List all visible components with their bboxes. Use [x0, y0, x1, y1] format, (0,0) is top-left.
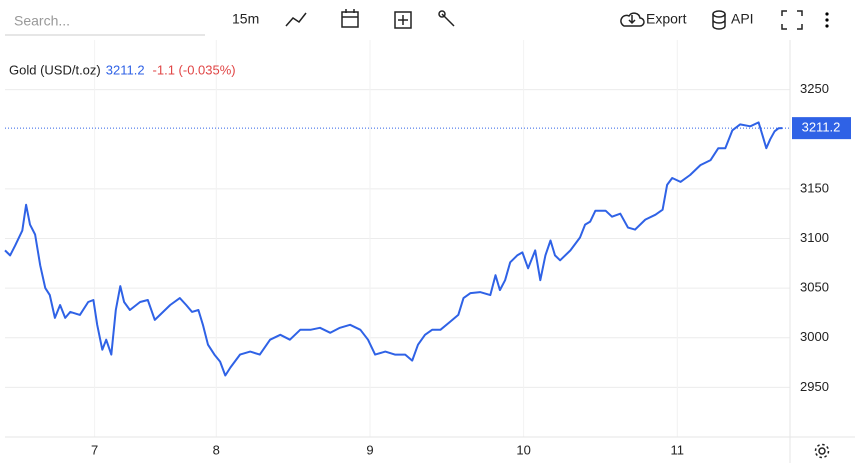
y-tick-label: 2950 — [800, 379, 829, 394]
x-tick-label: 9 — [366, 442, 373, 457]
last-price-tag — [792, 117, 851, 140]
api-button[interactable]: API — [731, 11, 754, 27]
export-button[interactable]: Export — [646, 11, 687, 27]
last-price-label: 3211.2 — [802, 120, 841, 135]
export-icon[interactable] — [620, 12, 645, 27]
legend-change: -1.1 (-0.035%) — [153, 62, 236, 77]
gear-icon[interactable] — [814, 443, 830, 459]
x-tick-label: 7 — [91, 442, 98, 457]
x-tick-label: 11 — [671, 442, 685, 457]
settings-tool-icon[interactable] — [438, 10, 455, 27]
api-icon[interactable] — [712, 10, 726, 30]
legend-name: Gold (USD/t.oz) — [9, 62, 101, 77]
y-tick-label: 3100 — [800, 230, 829, 245]
price-line — [4, 121, 783, 377]
calendar-icon[interactable] — [341, 9, 359, 28]
chart-type-icon[interactable] — [285, 12, 307, 27]
x-tick-label: 8 — [213, 442, 220, 457]
x-tick-label: 10 — [516, 442, 530, 457]
add-icon[interactable] — [394, 11, 412, 29]
y-tick-label: 3150 — [800, 180, 829, 195]
y-tick-label: 3250 — [800, 81, 829, 96]
interval-button[interactable]: 15m — [232, 11, 259, 27]
search-input[interactable]: Search... — [14, 13, 70, 29]
y-tick-label: 3050 — [800, 280, 829, 295]
y-tick-label: 3000 — [800, 329, 829, 344]
menu-icon[interactable] — [825, 12, 829, 28]
fullscreen-icon[interactable] — [781, 10, 803, 30]
legend-value: 3211.2 — [106, 62, 145, 77]
